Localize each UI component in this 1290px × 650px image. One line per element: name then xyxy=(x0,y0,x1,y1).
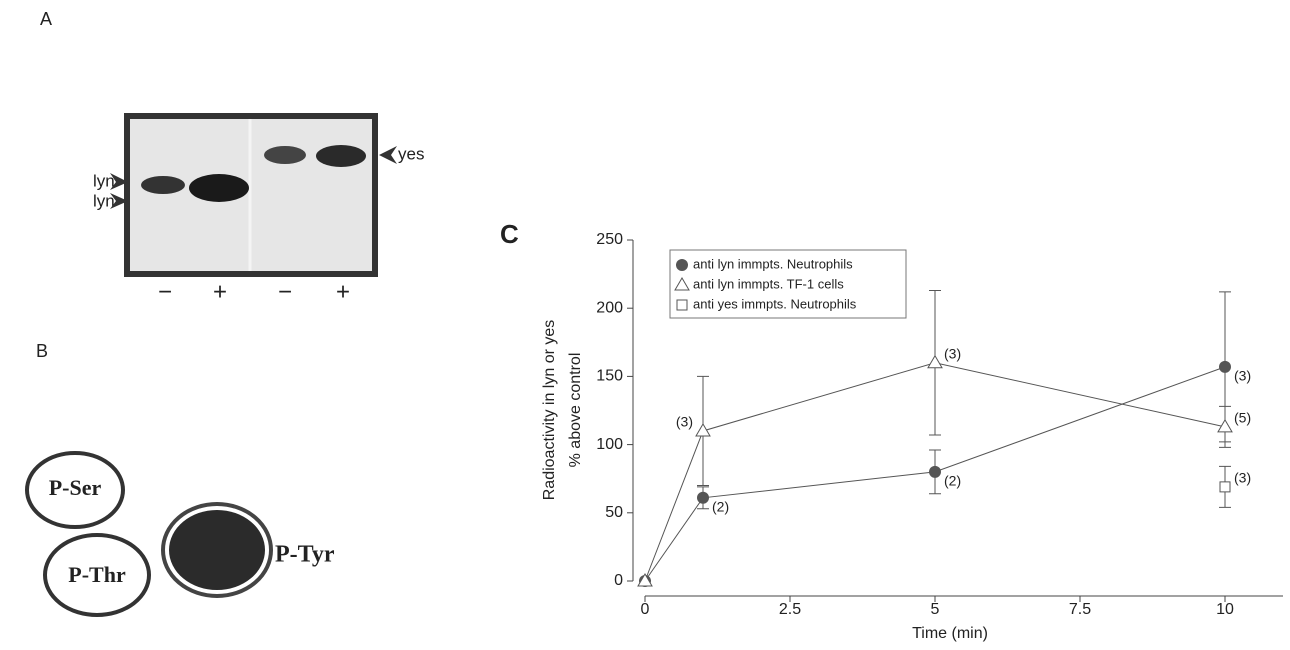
x-tick-label: 2.5 xyxy=(779,601,801,618)
spot-label: P-Thr xyxy=(68,562,126,587)
lane-label: − xyxy=(158,278,172,305)
x-tick-label: 7.5 xyxy=(1069,601,1091,618)
legend-label: anti yes immpts. Neutrophils xyxy=(693,296,857,311)
y-tick-label: 150 xyxy=(596,368,623,385)
marker xyxy=(929,466,941,478)
marker xyxy=(928,356,942,368)
marker xyxy=(676,259,688,271)
y-tick-label: 0 xyxy=(614,572,623,589)
legend: anti lyn immpts. Neutrophils anti lyn imm… xyxy=(670,250,906,318)
legend-label: anti lyn immpts. TF-1 cells xyxy=(693,276,844,291)
n-label: (3) xyxy=(1234,368,1251,384)
n-label: (2) xyxy=(944,473,961,489)
x-axis-title: Time (min) xyxy=(912,625,988,642)
spot xyxy=(169,510,265,590)
marker xyxy=(697,492,709,504)
n-label: (2) xyxy=(712,498,729,514)
n-label: (3) xyxy=(944,345,961,361)
band xyxy=(141,176,185,194)
panel-label: B xyxy=(36,341,48,361)
panel-label: A xyxy=(40,9,52,29)
spot-label: P-Ser xyxy=(49,475,102,500)
band xyxy=(264,146,306,164)
y-axis-title: % above control xyxy=(567,353,584,468)
band xyxy=(189,174,249,202)
legend-label: anti lyn immpts. Neutrophils xyxy=(693,256,853,271)
n-label: (3) xyxy=(1234,470,1251,486)
panel-label: C xyxy=(500,219,519,249)
spot-label: P-Tyr xyxy=(275,542,335,568)
n-label: (3) xyxy=(676,414,693,430)
band xyxy=(316,145,366,167)
arrow xyxy=(379,146,397,164)
x-tick-label: 10 xyxy=(1216,601,1234,618)
y-tick-label: 250 xyxy=(596,231,623,248)
band-label: yes xyxy=(398,144,424,163)
y-axis-title: Radioactivity in lyn or yes xyxy=(541,320,558,501)
lane-label: + xyxy=(336,278,350,305)
marker xyxy=(677,300,687,310)
lane-label: + xyxy=(213,278,227,305)
figure-canvas: A lyn lyn yes − + − + B P-Ser P-Thr P-Ty… xyxy=(0,0,1290,650)
marker xyxy=(1219,361,1231,373)
x-tick-label: 5 xyxy=(931,601,940,618)
figure: A lyn lyn yes − + − + B P-Ser P-Thr P-Ty… xyxy=(0,0,1290,650)
y-tick-label: 50 xyxy=(605,504,623,521)
x-tick-label: 0 xyxy=(641,601,650,618)
marker xyxy=(1220,482,1230,492)
y-tick-label: 100 xyxy=(596,436,623,453)
n-label: (5) xyxy=(1234,410,1251,426)
y-tick-label: 200 xyxy=(596,299,623,316)
lane-label: − xyxy=(278,278,292,305)
